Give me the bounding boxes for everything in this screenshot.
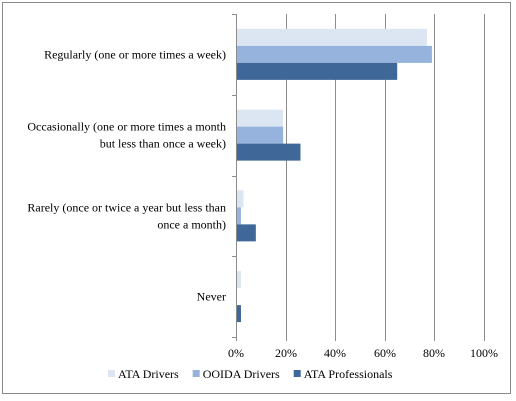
category-label: Regularly (one or more times a week) xyxy=(44,47,226,61)
category-label: Never xyxy=(197,290,226,304)
legend-entry-label: ATA Drivers xyxy=(118,367,179,381)
caption-strip xyxy=(0,395,516,401)
x-tick-label: 100% xyxy=(470,346,498,360)
x-tick-label: 80% xyxy=(423,346,445,360)
bar-ooida-drivers xyxy=(237,45,432,63)
chart-frame: 0% 20% 40% 60% 80% 100% Regularly (one or more… xyxy=(2,2,511,394)
x-tick-label: 40% xyxy=(324,346,346,360)
axes xyxy=(232,14,485,341)
category-label: but less than once a week) xyxy=(100,137,226,151)
legend-entry-label: OOIDA Drivers xyxy=(203,367,280,381)
bars xyxy=(237,28,432,323)
x-tick-label: 20% xyxy=(275,346,297,360)
category-label: Occasionally (one or more times a month xyxy=(27,120,226,134)
legend-swatch xyxy=(108,370,115,377)
bar-ooida-drivers xyxy=(237,207,241,225)
bar-ata-drivers xyxy=(237,271,241,289)
bar-ata-professionals xyxy=(237,62,398,80)
bar-ata-drivers xyxy=(237,28,427,46)
bar-ata-professionals xyxy=(237,143,301,161)
bar-ata-drivers xyxy=(237,190,244,208)
bar-ooida-drivers xyxy=(237,126,284,144)
bar-ata-professionals xyxy=(237,224,256,242)
category-label: Rarely (once or twice a year but less th… xyxy=(27,200,226,214)
x-tick-label: 0% xyxy=(228,346,244,360)
bar-ata-drivers xyxy=(237,109,284,127)
bar-ata-professionals xyxy=(237,305,241,323)
category-label: once a month) xyxy=(157,217,226,231)
legend-swatch xyxy=(192,370,200,377)
x-tick-label: 60% xyxy=(374,346,396,360)
legend-entry-label: ATA Professionals xyxy=(304,367,393,381)
legend: ATA Drivers OOIDA Drivers ATA Professional… xyxy=(108,367,393,381)
bar-chart: 0% 20% 40% 60% 80% 100% Regularly (one or more… xyxy=(27,14,498,381)
legend-swatch xyxy=(293,370,301,377)
labels: 0% 20% 40% 60% 80% 100% Regularly (one or more… xyxy=(27,47,498,360)
